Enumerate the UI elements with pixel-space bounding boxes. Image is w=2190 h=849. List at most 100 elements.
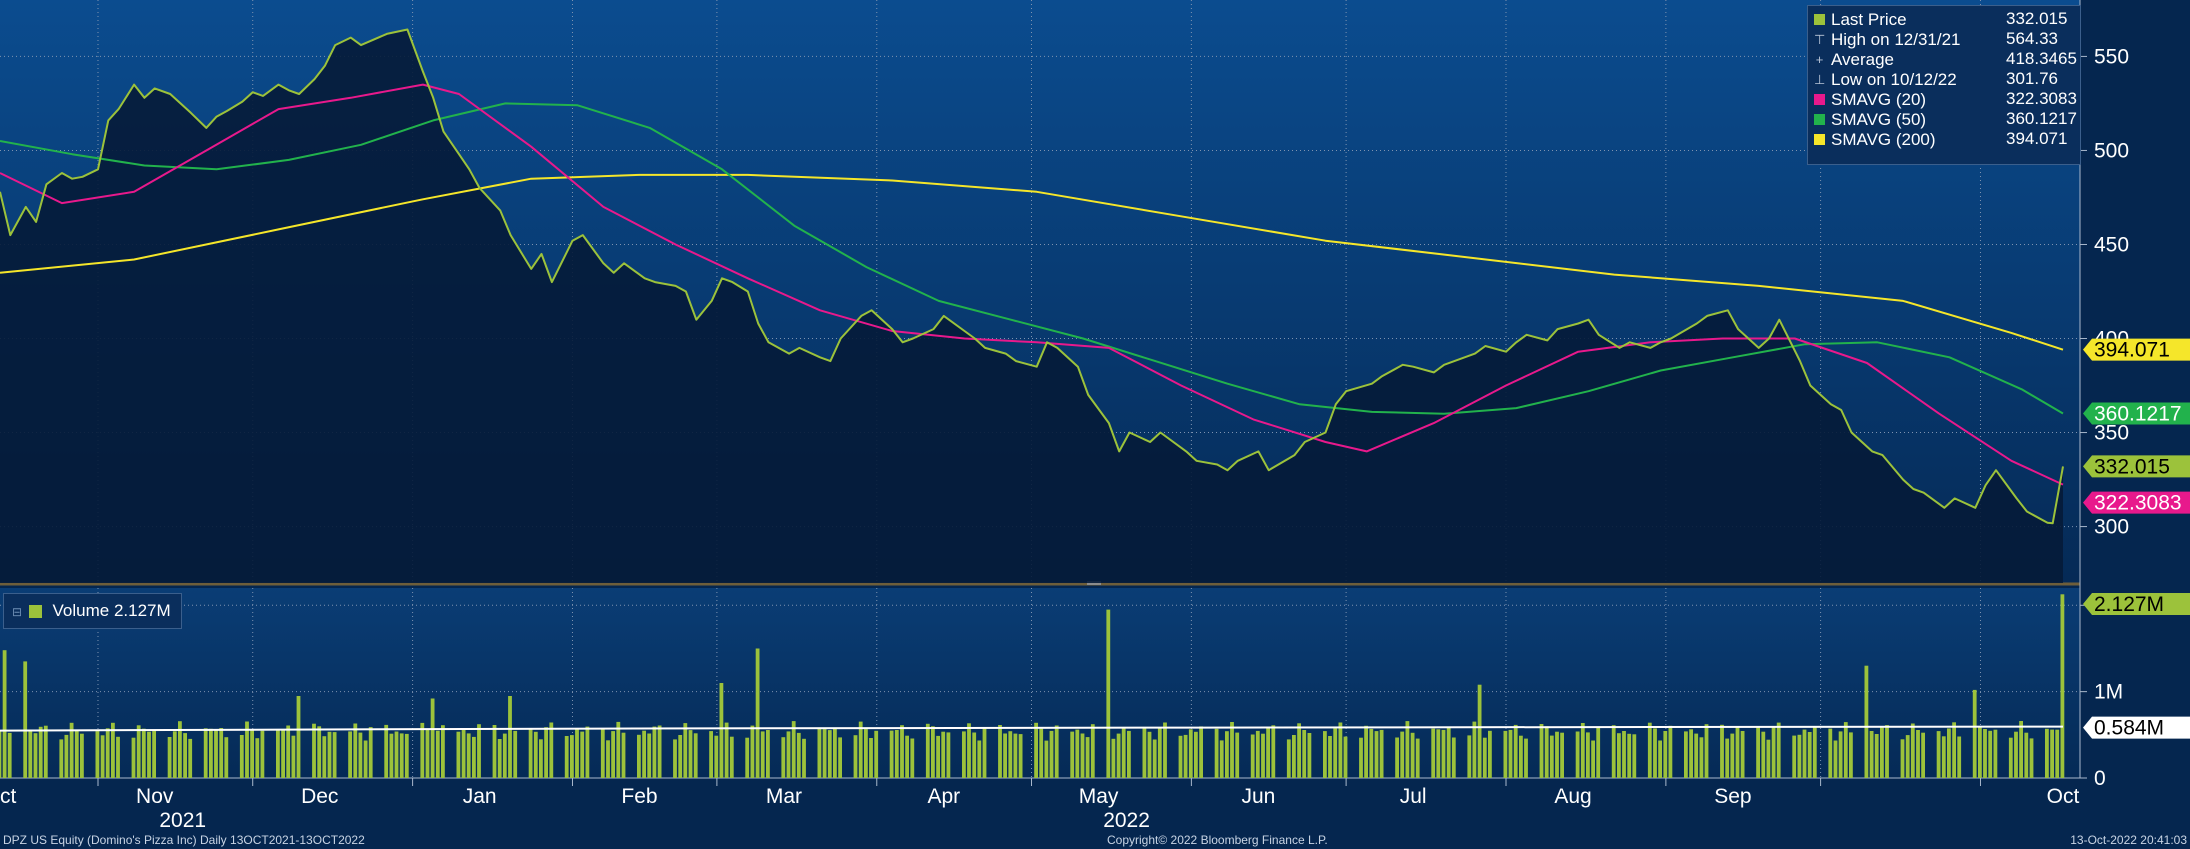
collapse-icon[interactable]: ⊟ — [12, 604, 23, 619]
volume-bar — [1003, 733, 1007, 778]
legend-row[interactable]: Last Price 332.015 — [1814, 9, 2067, 29]
volume-average-line — [0, 725, 2064, 732]
volume-legend-label: Volume 2.127M — [52, 601, 171, 620]
volume-bar — [1178, 735, 1183, 778]
volume-bar — [399, 733, 404, 778]
volume-bar — [889, 730, 894, 778]
year-label: 2022 — [1103, 809, 1150, 832]
volume-bar — [1436, 729, 1441, 778]
volume-bar — [1477, 684, 1482, 778]
volume-bar — [1018, 734, 1023, 778]
legend-row[interactable]: SMAVG (200) 394.071 — [1814, 129, 2067, 149]
year-label: 2021 — [159, 809, 206, 832]
volume-bar — [420, 722, 425, 778]
legend-row[interactable]: + Average 418.3465 — [1814, 49, 2077, 69]
volume-bar — [28, 730, 33, 778]
volume-bar — [652, 726, 657, 778]
volume-bar — [1874, 734, 1879, 778]
volume-bar — [363, 740, 368, 778]
price-legend[interactable]: Last Price 332.015 ⊤ High on 12/31/21 564.33… — [1807, 5, 2081, 165]
volume-bar — [1689, 729, 1693, 778]
volume-bar — [575, 729, 579, 778]
legend-value: 360.1217 — [2006, 109, 2077, 128]
volume-average-tag: 0.584M — [2083, 716, 2190, 740]
volume-bar — [1513, 724, 1518, 778]
volume-bar — [1947, 728, 1951, 778]
volume-bar — [1916, 730, 1920, 778]
volume-bar — [962, 731, 966, 778]
volume-bar — [497, 739, 502, 778]
price-tick-label: 350 — [2094, 422, 2129, 445]
volume-bar — [1761, 731, 1766, 778]
volume-bar — [1034, 722, 1038, 778]
volume-bar — [2029, 738, 2034, 778]
volume-average-tag-text: 0.584M — [2094, 717, 2164, 740]
volume-bar — [1467, 735, 1472, 778]
volume-bar — [1410, 732, 1415, 778]
volume-bar — [925, 723, 930, 778]
volume-bar — [1539, 724, 1544, 778]
volume-bar — [1880, 726, 1884, 778]
volume-bar — [1482, 737, 1487, 778]
footer-copyright: Copyright© 2022 Bloomberg Finance L.P. — [1107, 833, 1328, 847]
volume-bar — [1142, 727, 1147, 778]
volume-bar — [533, 731, 538, 778]
volume-bar — [348, 731, 352, 778]
volume-bar — [430, 698, 435, 778]
volume-bar — [1183, 734, 1188, 778]
volume-bar — [322, 736, 327, 778]
legend-row[interactable]: SMAVG (50) 360.1217 — [1814, 109, 2077, 129]
price-tick-label: 500 — [2094, 139, 2129, 162]
volume-bar — [2060, 594, 2065, 778]
volume-bar — [1632, 734, 1637, 778]
volume-bar — [967, 723, 971, 778]
month-tick-label: Mar — [766, 785, 802, 808]
volume-bar — [1488, 730, 1492, 778]
volume-bar — [755, 648, 760, 778]
volume-bar — [2055, 729, 2060, 778]
volume-bar — [286, 725, 291, 778]
volume-bar — [1400, 731, 1405, 778]
volume-bar — [1070, 731, 1075, 778]
volume-bar — [580, 731, 585, 778]
volume-bar — [1333, 728, 1338, 778]
volume-bar — [1524, 738, 1528, 778]
volume-bar — [1941, 736, 1946, 778]
volume-bar — [1379, 729, 1384, 778]
volume-bar — [1663, 731, 1668, 778]
legend-row[interactable]: ⊤ High on 12/31/21 564.33 — [1814, 29, 2058, 49]
footer-timestamp: 13-Oct-2022 20:41:03 — [2070, 833, 2187, 847]
volume-bar — [1431, 728, 1436, 778]
volume-bar — [600, 728, 605, 778]
legend-value: 301.76 — [2006, 69, 2058, 88]
price-area-fill — [0, 29, 2063, 583]
volume-bar — [1910, 723, 1915, 778]
volume-bar — [1152, 739, 1157, 778]
volume-bar — [1983, 729, 1987, 778]
legend-row[interactable]: SMAVG (20) 322.3083 — [1814, 89, 2077, 109]
volume-bar — [404, 733, 409, 778]
volume-bar — [0, 731, 2, 778]
legend-label: Low on 10/12/22 — [1831, 69, 1957, 89]
volume-bar — [368, 727, 373, 778]
volume-bar — [389, 733, 394, 778]
volume-bar — [59, 739, 64, 778]
legend-row[interactable]: ⊥ Low on 10/12/22 301.76 — [1814, 69, 2058, 89]
volume-legend[interactable]: ⊟ Volume 2.127M — [3, 593, 182, 629]
volume-bar — [1395, 737, 1399, 778]
volume-bar — [219, 728, 224, 778]
volume-bar — [2014, 731, 2018, 778]
volume-bar — [2024, 732, 2029, 778]
volume-bar — [255, 738, 260, 778]
volume-bar — [1121, 727, 1126, 778]
last-value-tag: 322.3083 — [2083, 491, 2190, 515]
volume-bar — [1013, 733, 1018, 778]
legend-label: Average — [1831, 49, 1895, 69]
volume-bar — [611, 731, 615, 778]
legend-label: SMAVG (200) — [1831, 129, 1936, 149]
volume-bar — [276, 730, 280, 778]
volume-bar — [1039, 728, 1044, 778]
volume-bar — [802, 738, 806, 778]
volume-bar — [1993, 729, 1998, 778]
volume-bar — [1833, 740, 1838, 778]
